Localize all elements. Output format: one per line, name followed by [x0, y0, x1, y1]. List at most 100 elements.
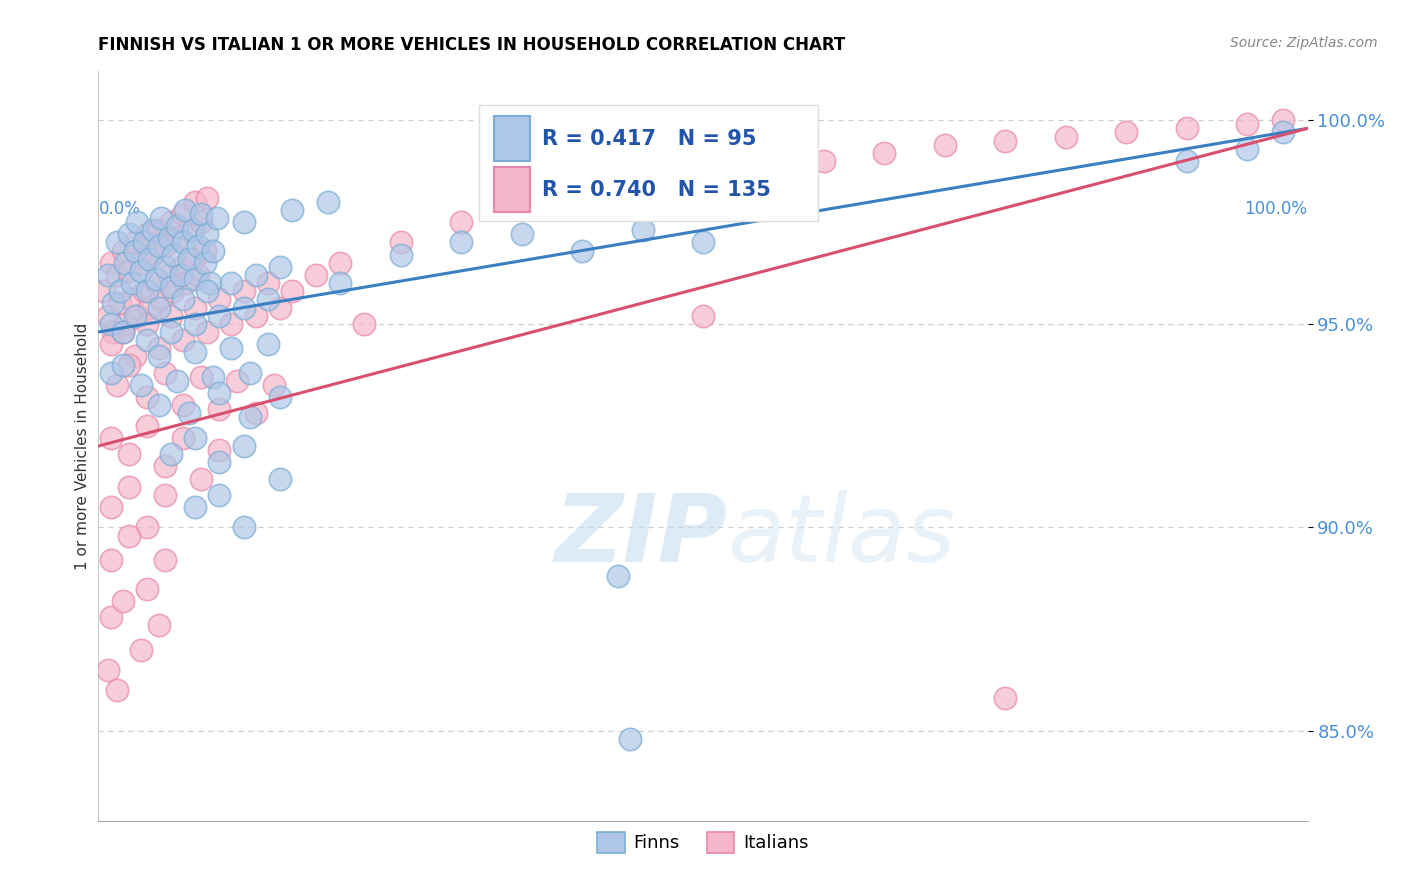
Point — [239, 410, 262, 425]
Point — [108, 296, 131, 310]
Point — [205, 211, 228, 225]
Point — [813, 153, 835, 168]
Point — [174, 202, 197, 217]
Bar — [494, 116, 530, 161]
Point — [510, 202, 533, 217]
Point — [148, 301, 170, 315]
Point — [389, 247, 412, 261]
Point — [174, 276, 197, 290]
Text: 0.0%: 0.0% — [98, 200, 141, 219]
Point — [124, 235, 146, 250]
Point — [305, 268, 328, 282]
Point — [571, 244, 593, 258]
Point — [450, 235, 472, 250]
Point — [179, 406, 201, 420]
Point — [179, 252, 201, 266]
Point — [145, 272, 167, 286]
Point — [752, 162, 775, 177]
Point — [263, 378, 285, 392]
Point — [281, 285, 304, 299]
Point — [353, 317, 375, 331]
Point — [118, 528, 141, 542]
Point — [142, 223, 165, 237]
Point — [100, 337, 122, 351]
Point — [97, 268, 120, 282]
Point — [100, 366, 122, 380]
Point — [160, 280, 183, 294]
Point — [195, 325, 218, 339]
Point — [195, 227, 218, 242]
Point — [127, 215, 149, 229]
Point — [118, 227, 141, 242]
Point — [190, 215, 212, 229]
Bar — [494, 168, 530, 212]
Point — [135, 520, 157, 534]
Point — [226, 374, 249, 388]
Point — [269, 260, 291, 274]
Point — [162, 285, 184, 299]
Point — [157, 231, 180, 245]
Point — [631, 223, 654, 237]
Point — [1115, 125, 1137, 139]
Point — [184, 431, 207, 445]
Point — [134, 235, 156, 250]
Point — [1054, 129, 1077, 144]
Point — [692, 235, 714, 250]
Point — [208, 402, 231, 417]
Point — [221, 317, 243, 331]
Point — [181, 252, 204, 266]
Point — [124, 350, 146, 364]
Point — [571, 194, 593, 209]
Point — [111, 325, 134, 339]
Point — [148, 239, 170, 253]
Point — [153, 366, 176, 380]
Point — [105, 683, 128, 698]
Point — [162, 247, 184, 261]
Point — [389, 235, 412, 250]
Point — [619, 732, 641, 747]
Point — [179, 223, 201, 237]
Point — [221, 341, 243, 355]
Point — [994, 134, 1017, 148]
Point — [150, 293, 173, 307]
Point — [105, 235, 128, 250]
Point — [172, 293, 194, 307]
Point — [232, 520, 254, 534]
Point — [631, 182, 654, 196]
Point — [510, 227, 533, 242]
Point — [198, 276, 221, 290]
Point — [232, 215, 254, 229]
Text: FINNISH VS ITALIAN 1 OR MORE VEHICLES IN HOUSEHOLD CORRELATION CHART: FINNISH VS ITALIAN 1 OR MORE VEHICLES IN… — [98, 36, 845, 54]
Point — [232, 301, 254, 315]
Point — [1175, 121, 1198, 136]
Point — [172, 431, 194, 445]
Point — [105, 268, 128, 282]
Point — [194, 256, 217, 270]
Point — [100, 431, 122, 445]
Point — [169, 260, 191, 274]
Point — [157, 268, 180, 282]
Point — [160, 309, 183, 323]
Text: 100.0%: 100.0% — [1244, 200, 1308, 219]
Point — [111, 358, 134, 372]
Text: atlas: atlas — [727, 491, 956, 582]
Point — [135, 317, 157, 331]
Point — [221, 276, 243, 290]
Point — [100, 500, 122, 514]
Point — [184, 194, 207, 209]
Point — [150, 211, 173, 225]
Point — [135, 582, 157, 596]
Point — [169, 268, 191, 282]
Point — [187, 239, 209, 253]
Point — [208, 488, 231, 502]
Point — [208, 309, 231, 323]
Point — [100, 256, 122, 270]
Point — [160, 447, 183, 461]
Point — [148, 350, 170, 364]
Point — [187, 268, 209, 282]
Point — [184, 500, 207, 514]
Point — [202, 244, 225, 258]
Point — [692, 309, 714, 323]
Text: R = 0.740   N = 135: R = 0.740 N = 135 — [543, 180, 770, 200]
Point — [172, 333, 194, 347]
